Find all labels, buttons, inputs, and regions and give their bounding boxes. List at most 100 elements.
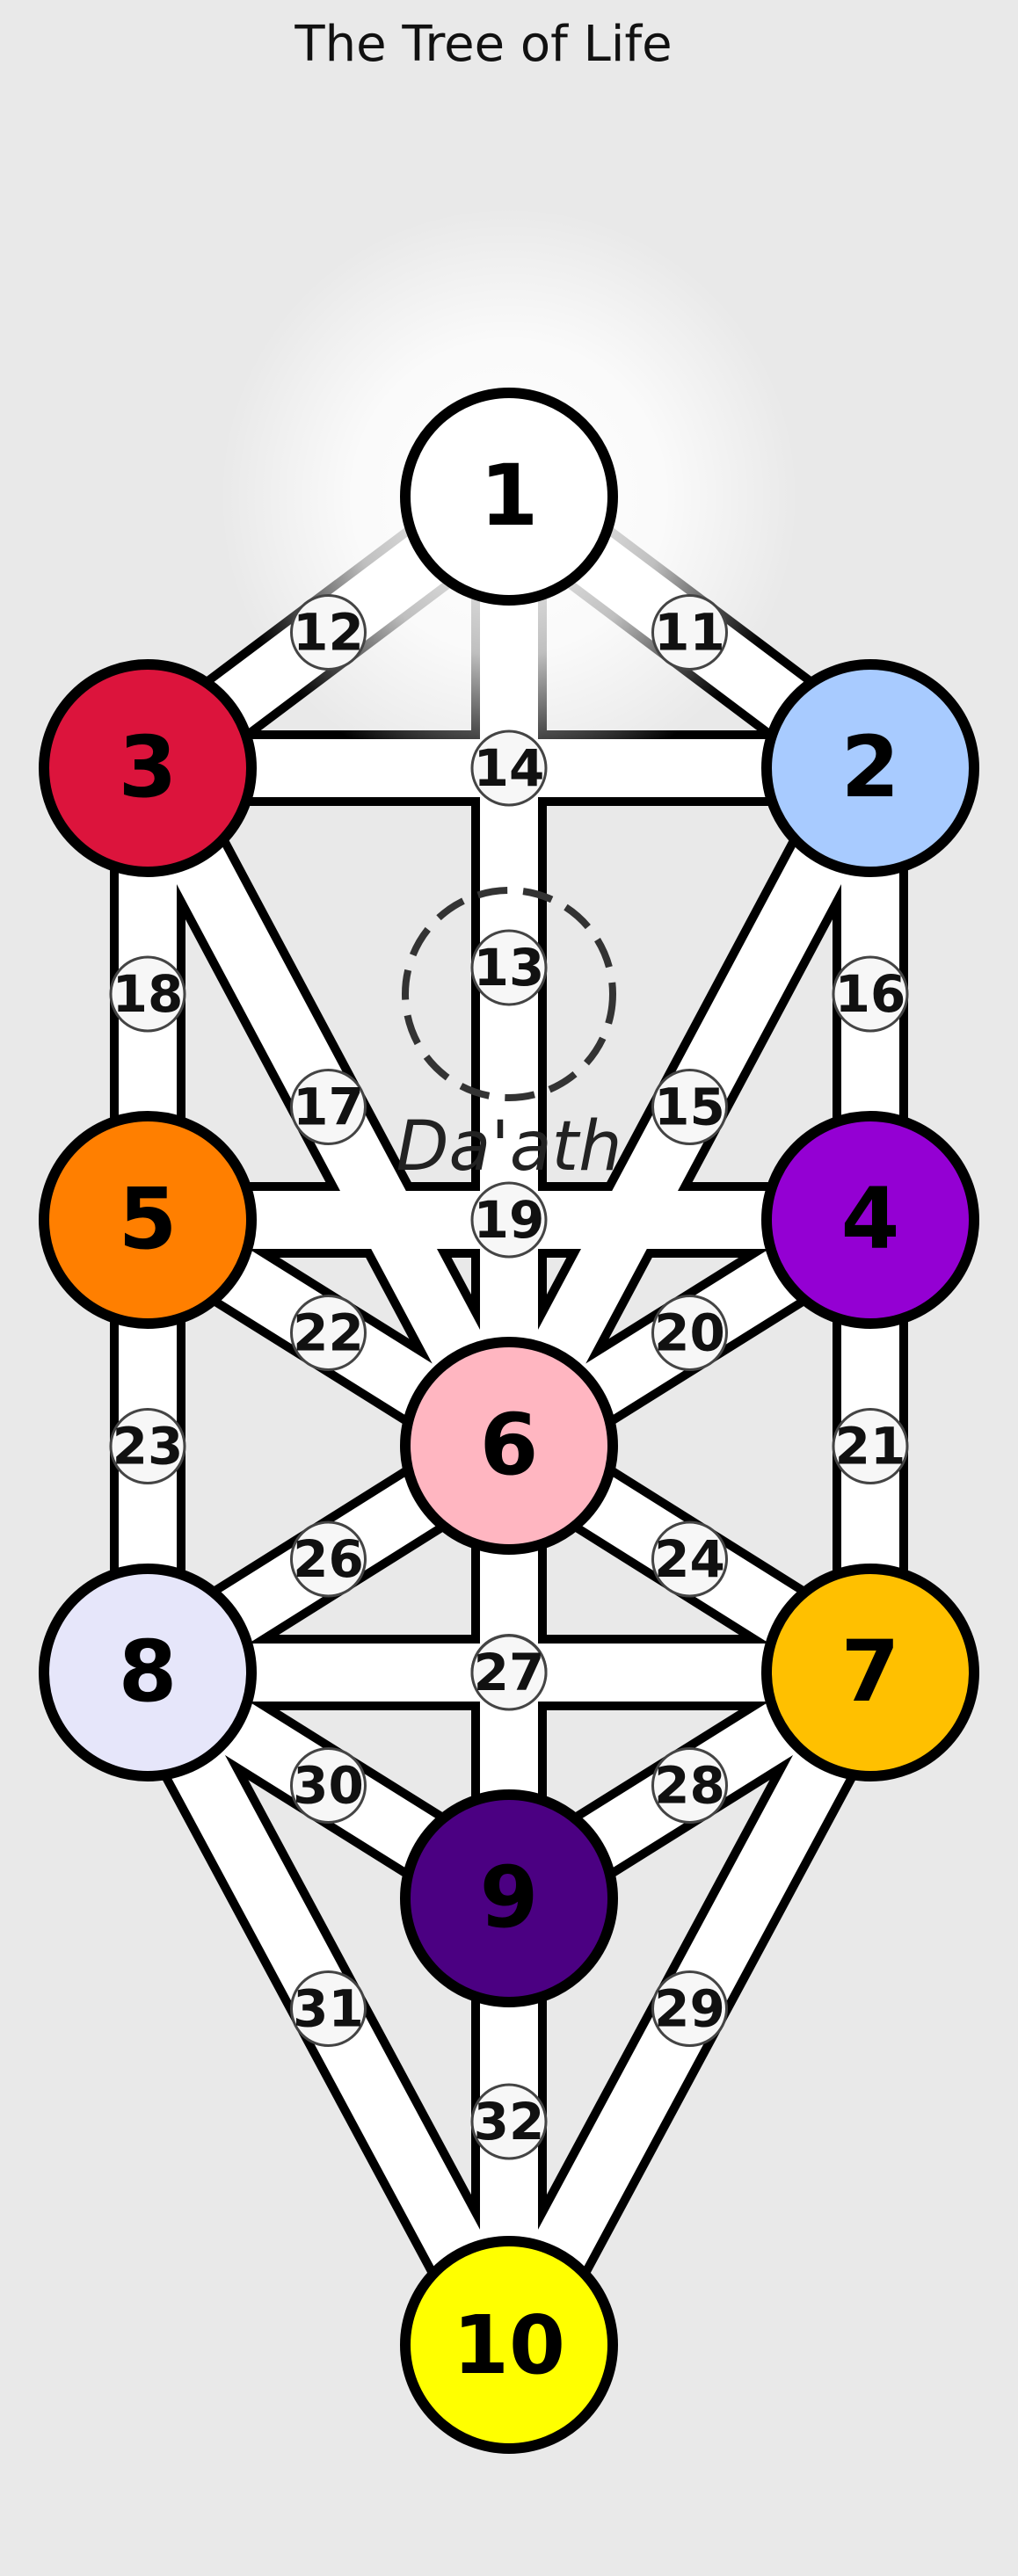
path-label-12: 12 (290, 594, 367, 671)
path-label-29: 29 (651, 1970, 728, 2047)
path-number: 23 (113, 1417, 184, 1477)
path-badge (651, 1295, 728, 1371)
sephirah-4: 4 (761, 1111, 979, 1329)
path-number: 14 (474, 738, 545, 798)
path-badge (290, 1520, 367, 1598)
path-badge (651, 1520, 728, 1598)
sephirah-7: 7 (761, 1564, 979, 1781)
path-number: 29 (654, 1979, 725, 2039)
path-label-18: 18 (109, 955, 186, 1033)
path-label-31: 31 (290, 1970, 367, 2047)
sephirah-2: 2 (761, 659, 979, 877)
sephirah-3: 3 (39, 659, 257, 877)
path-badge (290, 1970, 367, 2047)
path-number: 27 (474, 1643, 545, 1702)
sephirah-1: 1 (400, 388, 618, 606)
sephirah-circle (400, 1337, 618, 1555)
path-label-20: 20 (651, 1295, 728, 1371)
path-labels-layer: 1112131415161718192021222324252627282930… (109, 594, 909, 2160)
path-badge (470, 1181, 548, 1259)
path-label-13: 13 (470, 929, 548, 1006)
path-number: 31 (293, 1979, 364, 2039)
path-badge (470, 2083, 548, 2160)
path-label-15: 15 (651, 1069, 728, 1145)
path-badge (651, 1970, 728, 2047)
path-label-11: 11 (651, 594, 728, 671)
path-badge (832, 955, 909, 1033)
path-badge (651, 594, 728, 671)
path-number: 16 (835, 964, 906, 1024)
path-number: 20 (654, 1303, 725, 1363)
path-badge (109, 955, 186, 1033)
sephirah-circle (761, 1564, 979, 1781)
path-label-26: 26 (290, 1520, 367, 1598)
sephirah-5: 5 (39, 1111, 257, 1329)
sephirah-number: 8 (119, 1622, 178, 1721)
path-number: 13 (474, 938, 545, 998)
path-badge (109, 1408, 186, 1484)
path-badge (470, 929, 548, 1006)
daath-layer: Da'ath (396, 887, 622, 1186)
path-number: 18 (113, 964, 184, 1024)
path-number: 30 (293, 1756, 364, 1816)
path-label-19: 19 (470, 1181, 548, 1259)
path-number: 28 (654, 1756, 725, 1816)
sephirah-6: 6 (400, 1337, 618, 1555)
path-badge (832, 1408, 909, 1484)
diagram-title: The Tree of Life (294, 16, 673, 73)
path-badge (290, 1295, 367, 1371)
sephirah-circle (761, 1111, 979, 1329)
sephirah-number: 9 (480, 1848, 539, 1947)
sephirah-circle (400, 2236, 618, 2454)
path-badge (290, 594, 367, 671)
path-label-22: 22 (290, 1295, 367, 1371)
path-number: 22 (293, 1303, 364, 1363)
path-label-32: 32 (470, 2083, 548, 2160)
sephirah-number: 6 (480, 1396, 539, 1494)
path-label-14: 14 (470, 729, 548, 807)
path-label-27: 27 (470, 1634, 548, 1711)
sephirah-number: 7 (841, 1622, 900, 1721)
path-badge (651, 1069, 728, 1145)
sephirah-number: 1 (480, 446, 539, 545)
sephirah-number: 5 (119, 1170, 178, 1268)
sephirah-circle (39, 1111, 257, 1329)
sephirah-number: 2 (841, 718, 900, 816)
path-number: 12 (293, 603, 364, 663)
path-label-21: 21 (832, 1408, 909, 1484)
sephirah-number: 4 (841, 1170, 900, 1268)
path-label-17: 17 (290, 1069, 367, 1145)
path-number: 19 (474, 1190, 545, 1250)
path-number: 17 (293, 1078, 364, 1137)
sephirah-circle (400, 388, 618, 606)
sephirah-9: 9 (400, 1789, 618, 2007)
sephirah-circle (39, 659, 257, 877)
sephirah-circle (761, 659, 979, 877)
path-label-16: 16 (832, 955, 909, 1033)
sephirah-circle (39, 1564, 257, 1781)
daath-dashed-circle (402, 887, 616, 1101)
path-label-28: 28 (651, 1747, 728, 1824)
path-number: 26 (293, 1529, 364, 1589)
path-number: 21 (835, 1417, 906, 1477)
path-number: 11 (654, 603, 725, 663)
sephirah-10: 10 (400, 2236, 618, 2454)
path-badge (470, 729, 548, 807)
path-badge (651, 1747, 728, 1824)
path-number: 15 (654, 1078, 725, 1137)
path-badge (470, 1634, 548, 1711)
path-label-23: 23 (109, 1408, 186, 1484)
path-number: 24 (654, 1529, 725, 1589)
path-number: 32 (474, 2092, 545, 2152)
sephirah-number: 10 (453, 2298, 565, 2392)
sephirah-number: 3 (119, 718, 178, 816)
sephirah-8: 8 (39, 1564, 257, 1781)
path-label-24: 24 (651, 1520, 728, 1598)
sephirah-circle (400, 1789, 618, 2007)
daath-label: Da'ath (396, 1107, 622, 1186)
path-badge (290, 1069, 367, 1145)
path-label-30: 30 (290, 1747, 367, 1824)
path-badge (290, 1747, 367, 1824)
